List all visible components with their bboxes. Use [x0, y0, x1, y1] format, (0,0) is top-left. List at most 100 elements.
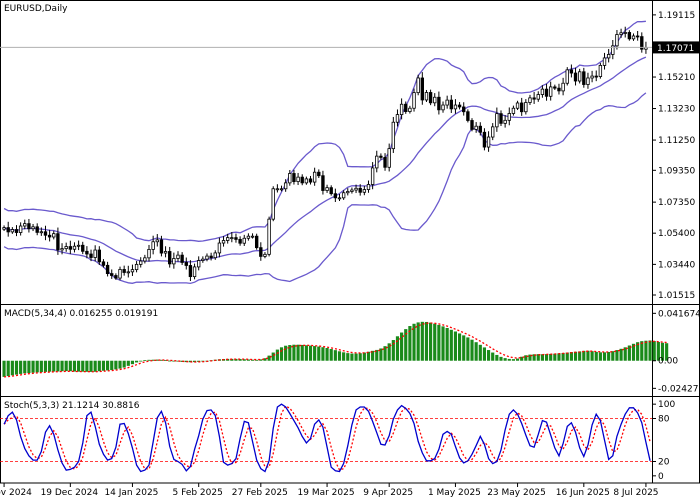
- candle-body: [623, 32, 627, 34]
- price-axis-tick-label: 1.13230: [658, 105, 695, 115]
- candle-body: [101, 261, 106, 266]
- macd-bar: [101, 360, 106, 371]
- candle-body: [52, 233, 56, 238]
- macd-bar: [176, 360, 180, 362]
- candle-body: [482, 131, 487, 148]
- candle-body: [300, 176, 304, 184]
- macd-bar: [540, 354, 544, 361]
- candle-body: [495, 113, 499, 128]
- candle-body: [437, 96, 441, 111]
- macd-bar: [565, 352, 569, 361]
- candle-body: [192, 266, 197, 278]
- stoch-signal-line: [3, 405, 651, 471]
- macd-bar: [429, 322, 433, 361]
- macd-bar: [416, 322, 420, 361]
- candle-body: [346, 191, 350, 194]
- time-label: 16 Jun 2025: [556, 488, 610, 498]
- candle-body: [168, 251, 172, 265]
- macd-bar: [573, 351, 578, 361]
- macd-bar: [652, 341, 656, 361]
- macd-bar: [515, 358, 520, 361]
- macd-bar: [333, 350, 337, 361]
- macd-bar: [660, 342, 665, 361]
- candle-body: [366, 184, 371, 190]
- candle-body: [549, 86, 553, 97]
- candle-body: [188, 265, 193, 278]
- candle-body: [14, 229, 19, 233]
- candle-body: [395, 114, 400, 123]
- candle-body: [606, 54, 611, 59]
- candle-body: [47, 234, 52, 238]
- macd-title: MACD(5,34,4) 0.016255 0.019191: [4, 309, 158, 319]
- candle-body: [312, 171, 317, 183]
- macd-bar: [470, 339, 474, 361]
- macd-bar: [507, 358, 511, 361]
- candle-body: [10, 229, 15, 233]
- candle-body: [412, 92, 416, 109]
- bollinger-middle: [3, 56, 647, 263]
- candle-body: [242, 237, 246, 244]
- candle-body: [213, 252, 217, 259]
- candle-body: [453, 104, 458, 110]
- candle-body: [540, 88, 545, 95]
- candle-body: [246, 235, 251, 239]
- candle-body: [39, 231, 44, 234]
- macd-bar: [72, 360, 77, 372]
- macd-bar: [561, 353, 565, 361]
- macd-bar: [106, 360, 110, 371]
- candle-body: [263, 253, 267, 257]
- macd-bar: [313, 346, 317, 361]
- macd-bar: [325, 347, 329, 361]
- macd-bar: [346, 353, 350, 361]
- candle-body: [404, 103, 408, 112]
- current-price-box: [653, 41, 699, 54]
- candle-body: [18, 225, 23, 233]
- macd-bar: [147, 359, 151, 361]
- price-axis-tick-label: 1.09350: [658, 166, 695, 176]
- candle-body: [433, 96, 437, 104]
- candle-body: [466, 111, 470, 121]
- candle-body: [462, 106, 466, 113]
- macd-bar: [636, 342, 640, 361]
- candle-body: [176, 254, 180, 259]
- macd-bar: [300, 344, 304, 361]
- candle-body: [354, 187, 358, 191]
- price-panel[interactable]: 1.19115 1.15210 1.13230 1.11250 1.09350 1.073…: [0, 4, 699, 301]
- macd-bar: [358, 353, 362, 361]
- macd-bar: [250, 359, 255, 361]
- macd-bar: [39, 360, 43, 373]
- candle-body: [250, 235, 255, 238]
- macd-bar: [524, 355, 528, 361]
- candle-body: [60, 248, 64, 251]
- macd-bar: [97, 360, 101, 372]
- time-axis: 27 Nov 2024 19 Dec 2024 14 Jan 2025 5 Feb 2…: [0, 483, 659, 498]
- candle-body: [93, 249, 97, 258]
- candle-body: [163, 251, 168, 254]
- macd-bar: [445, 327, 449, 361]
- macd-bar: [151, 359, 155, 361]
- macd-bar: [665, 343, 669, 361]
- stochastic-panel[interactable]: 100 80 20 0 Stoch(5,3,3) 21.1214 30.8816: [0, 400, 675, 482]
- macd-bar: [466, 337, 470, 361]
- macd-bar: [126, 360, 130, 366]
- macd-bar: [437, 324, 441, 361]
- candle-body: [499, 113, 503, 124]
- stoch-axis-tick-label: 0: [658, 472, 664, 482]
- candle-body: [420, 77, 424, 101]
- candle-body: [598, 65, 603, 77]
- macd-bar: [130, 360, 135, 365]
- candle-body: [503, 119, 507, 124]
- macd-bar: [342, 352, 346, 361]
- macd-panel[interactable]: 0.041674 0.00 -0.024273 MACD(5,34,4) 0.0162…: [2, 309, 700, 394]
- candle-body: [279, 188, 284, 191]
- candle-body: [408, 107, 412, 112]
- macd-bar: [139, 360, 143, 362]
- macd-bar: [279, 347, 284, 361]
- candle-body: [445, 99, 449, 106]
- macd-bar: [371, 350, 375, 361]
- macd-bar: [284, 345, 288, 361]
- price-axis-tick-label: 1.05400: [658, 229, 695, 239]
- macd-bar: [317, 346, 321, 361]
- candle-body: [114, 275, 118, 279]
- macd-bar: [27, 360, 31, 374]
